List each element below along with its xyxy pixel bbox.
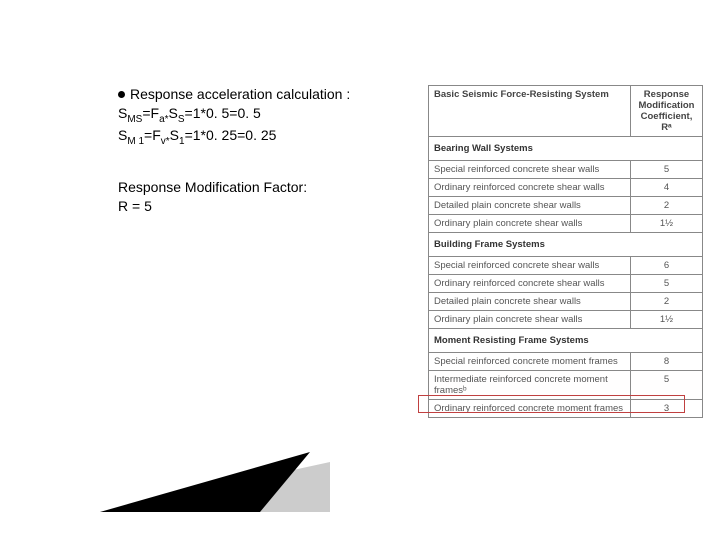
table-head: Basic Seismic Force-Resisting System Res…	[429, 86, 703, 137]
table-cell-name: Intermediate reinforced concrete moment …	[429, 371, 631, 400]
table-row: Special reinforced concrete shear walls5	[429, 161, 703, 179]
table-cell-name: Ordinary plain concrete shear walls	[429, 311, 631, 329]
table-body: Bearing Wall SystemsSpecial reinforced c…	[429, 137, 703, 418]
table-cell-name: Detailed plain concrete shear walls	[429, 293, 631, 311]
wedge-gray	[100, 462, 330, 512]
table-cell-name: Detailed plain concrete shear walls	[429, 197, 631, 215]
table-cell-name: Special reinforced concrete shear walls	[429, 161, 631, 179]
eq1-f: =F	[142, 105, 159, 121]
decorative-wedge	[100, 452, 330, 512]
bullet-heading: Response acceleration calculation :	[118, 85, 388, 104]
eq2-sub2: v*	[161, 136, 170, 147]
table-cell-value: 2	[631, 197, 703, 215]
eq1-sub3: S	[178, 114, 185, 125]
table-header-coeff: Response Modification Coefficient, Rᵃ	[631, 86, 703, 137]
table-cell-value: 1½	[631, 215, 703, 233]
table-section-row: Moment Resisting Frame Systems	[429, 329, 703, 353]
eq2-f: =F	[144, 127, 161, 143]
wedge-svg	[100, 452, 330, 512]
table-row: Special reinforced concrete shear walls6	[429, 257, 703, 275]
table-header-row: Basic Seismic Force-Resisting System Res…	[429, 86, 703, 137]
table-row: Intermediate reinforced concrete moment …	[429, 371, 703, 400]
rmf-table: Basic Seismic Force-Resisting System Res…	[428, 85, 703, 418]
table-section-title: Moment Resisting Frame Systems	[429, 329, 703, 353]
table-cell-value: 5	[631, 275, 703, 293]
table-cell-value: 3	[631, 400, 703, 418]
table-cell-name: Special reinforced concrete shear walls	[429, 257, 631, 275]
table-row: Ordinary reinforced concrete shear walls…	[429, 275, 703, 293]
eq1-sub2: a*	[159, 114, 168, 125]
table-cell-value: 8	[631, 353, 703, 371]
table-cell-name: Ordinary reinforced concrete shear walls	[429, 275, 631, 293]
table-row: Detailed plain concrete shear walls2	[429, 293, 703, 311]
right-column: Basic Seismic Force-Resisting System Res…	[428, 85, 703, 418]
equation-2: SM 1=Fv*S1=1*0. 25=0. 25	[118, 126, 388, 148]
hc-l1: Response	[644, 89, 689, 100]
eq2-s2: S	[170, 127, 179, 143]
table-header-system: Basic Seismic Force-Resisting System	[429, 86, 631, 137]
rmf-block: Response Modification Factor: R = 5	[118, 178, 388, 216]
hc-l3: Coefficient,	[641, 111, 693, 122]
slide-content: Response acceleration calculation : SMS=…	[0, 0, 720, 418]
eq1-s1: S	[118, 105, 127, 121]
table-cell-name: Special reinforced concrete moment frame…	[429, 353, 631, 371]
table-section-row: Building Frame Systems	[429, 233, 703, 257]
table-row: Detailed plain concrete shear walls2	[429, 197, 703, 215]
table-cell-value: 1½	[631, 311, 703, 329]
table-section-row: Bearing Wall Systems	[429, 137, 703, 161]
table-cell-value: 6	[631, 257, 703, 275]
bullet-text: Response acceleration calculation :	[130, 85, 350, 104]
hc-l2: Modification	[639, 100, 695, 111]
table-row: Ordinary plain concrete shear walls1½	[429, 215, 703, 233]
equation-1: SMS=Fa*SS=1*0. 5=0. 5	[118, 104, 388, 126]
calc-block: Response acceleration calculation : SMS=…	[118, 85, 388, 148]
hc-l4: Rᵃ	[661, 122, 671, 133]
left-column: Response acceleration calculation : SMS=…	[118, 85, 388, 418]
table-cell-value: 5	[631, 161, 703, 179]
wedge-black	[100, 452, 310, 512]
rmf-title: Response Modification Factor:	[118, 178, 388, 197]
eq1-end: =1*0. 5=0. 5	[185, 105, 261, 121]
table-cell-name: Ordinary reinforced concrete moment fram…	[429, 400, 631, 418]
table-cell-value: 4	[631, 179, 703, 197]
table-cell-value: 5	[631, 371, 703, 400]
table-row: Special reinforced concrete moment frame…	[429, 353, 703, 371]
table-section-title: Bearing Wall Systems	[429, 137, 703, 161]
eq2-end: =1*0. 25=0. 25	[185, 127, 277, 143]
eq2-sub1: M 1	[127, 136, 144, 147]
table-row: Ordinary reinforced concrete shear walls…	[429, 179, 703, 197]
table-section-title: Building Frame Systems	[429, 233, 703, 257]
eq1-sub1: MS	[127, 114, 142, 125]
rmf-value: R = 5	[118, 197, 388, 216]
table-cell-name: Ordinary plain concrete shear walls	[429, 215, 631, 233]
table-cell-value: 2	[631, 293, 703, 311]
table-row: Ordinary plain concrete shear walls1½	[429, 311, 703, 329]
eq2-s1: S	[118, 127, 127, 143]
table-cell-name: Ordinary reinforced concrete shear walls	[429, 179, 631, 197]
bullet-icon	[118, 91, 125, 98]
table-row: Ordinary reinforced concrete moment fram…	[429, 400, 703, 418]
eq1-s2: S	[169, 105, 178, 121]
